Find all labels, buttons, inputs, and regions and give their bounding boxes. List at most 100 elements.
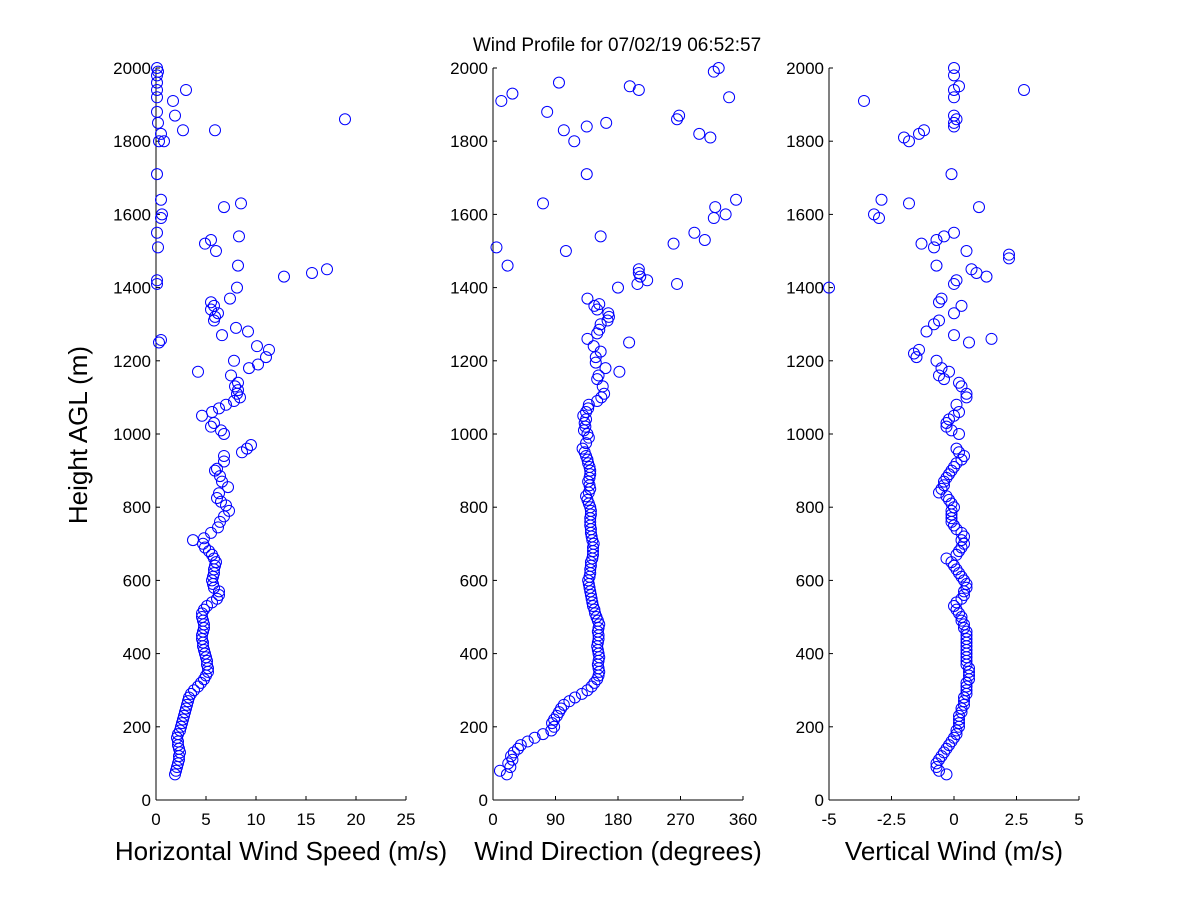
data-point bbox=[213, 402, 225, 415]
data-point bbox=[903, 197, 915, 210]
data-point bbox=[673, 109, 686, 122]
data-point bbox=[920, 325, 933, 338]
data-point bbox=[152, 241, 164, 254]
data-point bbox=[206, 406, 218, 419]
data-point bbox=[505, 750, 518, 763]
data-point bbox=[963, 662, 975, 675]
data-point bbox=[950, 274, 963, 287]
data-point bbox=[958, 530, 970, 543]
y-tick-label: 800 bbox=[460, 498, 488, 517]
data-point bbox=[940, 417, 953, 430]
x-tick-label: 25 bbox=[397, 810, 416, 829]
data-point bbox=[537, 197, 549, 210]
data-point bbox=[171, 731, 183, 744]
data-point bbox=[306, 266, 318, 279]
data-point bbox=[598, 387, 611, 400]
data-point bbox=[200, 651, 212, 664]
x-tick-label: 0 bbox=[949, 810, 958, 829]
data-point bbox=[210, 245, 222, 257]
data-point bbox=[151, 168, 163, 181]
data-point bbox=[953, 446, 965, 459]
y-tick-label: 1400 bbox=[113, 279, 151, 298]
data-point bbox=[205, 526, 217, 539]
data-point bbox=[945, 464, 958, 477]
data-point bbox=[153, 336, 165, 349]
data-point bbox=[180, 702, 192, 715]
y-tick-label: 1800 bbox=[113, 132, 151, 151]
x-tick-label: 0 bbox=[151, 810, 160, 829]
data-point bbox=[495, 94, 508, 107]
data-point bbox=[958, 695, 970, 708]
data-point bbox=[950, 563, 963, 576]
data-point bbox=[955, 706, 968, 719]
data-point bbox=[196, 409, 208, 422]
data-point bbox=[205, 303, 217, 316]
data-point bbox=[196, 611, 208, 623]
x-tick-label: -5 bbox=[821, 810, 836, 829]
data-point bbox=[230, 321, 242, 334]
y-tick-label: 1000 bbox=[450, 425, 488, 444]
data-point bbox=[868, 208, 880, 221]
data-point bbox=[557, 124, 570, 137]
data-point bbox=[582, 398, 595, 411]
data-point bbox=[935, 482, 948, 495]
data-point bbox=[958, 621, 970, 634]
data-point bbox=[632, 263, 645, 276]
data-point bbox=[235, 197, 247, 210]
data-point bbox=[1003, 248, 1015, 261]
data-point bbox=[935, 292, 948, 305]
data-point bbox=[591, 395, 604, 408]
data-point bbox=[950, 603, 963, 616]
data-point bbox=[216, 329, 228, 342]
data-point bbox=[181, 698, 193, 711]
data-point bbox=[948, 69, 960, 82]
x-tick-label: -2.5 bbox=[877, 810, 906, 829]
data-point bbox=[955, 534, 968, 547]
data-point bbox=[938, 746, 950, 759]
x-tick-label: 20 bbox=[347, 810, 366, 829]
points-wind-direction bbox=[490, 62, 743, 781]
data-point bbox=[938, 479, 950, 492]
data-point bbox=[950, 398, 963, 411]
data-point bbox=[948, 501, 960, 514]
data-point bbox=[948, 62, 960, 74]
data-point bbox=[580, 168, 593, 181]
data-point bbox=[948, 460, 960, 473]
y-tick-label: 800 bbox=[796, 498, 824, 517]
data-point bbox=[948, 519, 960, 532]
y-tick-label: 600 bbox=[796, 571, 824, 590]
data-point bbox=[232, 376, 244, 389]
data-point bbox=[177, 713, 189, 726]
data-point bbox=[263, 343, 275, 356]
data-point bbox=[928, 241, 940, 254]
y-axis-label: Height AGL (m) bbox=[63, 346, 93, 524]
data-point bbox=[215, 495, 227, 508]
data-point bbox=[965, 263, 978, 276]
data-point bbox=[953, 607, 965, 620]
data-point bbox=[502, 757, 515, 770]
data-point bbox=[589, 607, 602, 620]
data-point bbox=[260, 351, 272, 364]
x-tick-label: 2.5 bbox=[1005, 810, 1029, 829]
data-point bbox=[158, 135, 170, 148]
y-tick-label: 1800 bbox=[450, 132, 488, 151]
x-tick-label: 5 bbox=[201, 810, 210, 829]
points-horizontal-wind-speed bbox=[151, 62, 351, 781]
data-point bbox=[278, 270, 290, 283]
data-point bbox=[707, 212, 720, 225]
data-point bbox=[948, 731, 960, 744]
data-point bbox=[953, 428, 965, 440]
data-point bbox=[156, 208, 168, 221]
data-point bbox=[584, 504, 597, 517]
data-point bbox=[151, 91, 163, 104]
y-tick-label: 200 bbox=[796, 718, 824, 737]
data-point bbox=[955, 614, 968, 627]
data-point bbox=[215, 424, 227, 437]
data-point bbox=[958, 698, 970, 711]
data-point bbox=[581, 684, 594, 697]
data-point bbox=[205, 420, 217, 433]
data-point bbox=[167, 94, 179, 107]
data-point bbox=[709, 201, 722, 214]
data-point bbox=[199, 237, 211, 250]
y-tick-label: 1200 bbox=[113, 352, 151, 371]
